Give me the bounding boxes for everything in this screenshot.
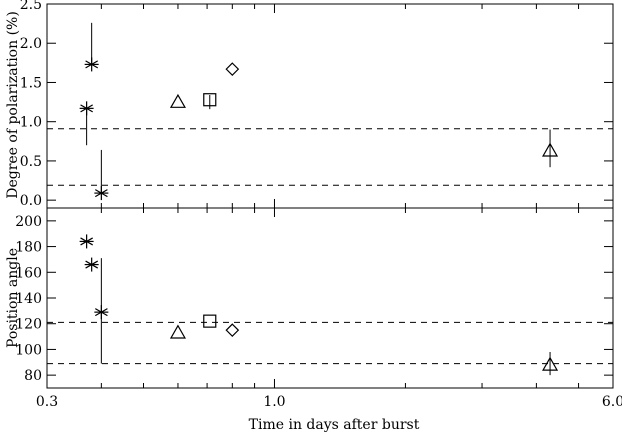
x-tick-label: 0.3 <box>36 394 58 410</box>
triangle-marker <box>169 324 186 339</box>
asterisk-marker <box>79 101 94 116</box>
y-tick-label: 2.0 <box>20 36 42 52</box>
y-tick-label: 120 <box>15 317 42 333</box>
square-marker <box>203 93 217 107</box>
y-axis-label-bottom: Position angle <box>5 248 21 348</box>
x-tick-label: 6.0 <box>602 394 622 410</box>
asterisk-marker <box>94 305 109 320</box>
square-marker <box>203 314 217 328</box>
asterisk-marker <box>84 257 99 272</box>
y-tick-label: 200 <box>15 214 42 230</box>
y-tick-label: 1.5 <box>20 75 42 91</box>
y-tick-label: 1.0 <box>20 115 42 131</box>
y-tick-label: 2.5 <box>20 0 42 13</box>
asterisk-marker <box>94 186 109 201</box>
diamond-marker <box>225 62 240 76</box>
y-tick-label: 0.5 <box>20 154 42 170</box>
triangle-marker <box>169 93 186 108</box>
plot-frame <box>46 207 614 389</box>
y-tick-label: 0.0 <box>20 193 42 209</box>
x-tick-label: 1.0 <box>263 394 285 410</box>
triangle-marker <box>542 142 559 157</box>
y-axis-label-top: Degree of polarization (%) <box>5 11 21 199</box>
triangle-marker <box>542 356 559 371</box>
y-tick-label: 160 <box>15 265 42 281</box>
y-tick-label: 140 <box>15 291 42 307</box>
position-angle-panel: 80 100 120 140 160 180 200 0.3 1.0 6.0 <box>15 207 622 410</box>
y-tick-label: 100 <box>15 342 42 358</box>
x-axis-label: Time in days after burst <box>249 417 420 433</box>
plot-frame <box>46 3 614 209</box>
diamond-marker <box>225 323 240 337</box>
polarization-panel: 0.0 0.5 1.0 1.5 2.0 2.5 <box>20 0 614 209</box>
asterisk-marker <box>84 57 99 72</box>
y-tick-label: 180 <box>15 240 42 256</box>
asterisk-marker <box>79 234 94 249</box>
y-tick-label: 80 <box>24 368 42 384</box>
